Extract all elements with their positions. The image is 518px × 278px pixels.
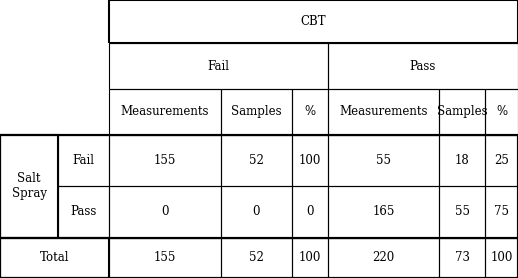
Text: Measurements: Measurements (339, 105, 428, 118)
Text: 52: 52 (249, 154, 264, 167)
Text: %: % (496, 105, 507, 118)
Text: 55: 55 (455, 205, 470, 219)
Text: Samples: Samples (231, 105, 282, 118)
Bar (0, 0, 109, 135)
Text: Measurements: Measurements (121, 105, 209, 118)
Text: 0: 0 (306, 205, 313, 219)
Text: Fail: Fail (207, 59, 229, 73)
Text: 73: 73 (455, 251, 470, 264)
Text: Pass: Pass (70, 205, 97, 219)
Text: 155: 155 (154, 154, 176, 167)
Text: 0: 0 (161, 205, 169, 219)
Text: 220: 220 (372, 251, 395, 264)
Text: 25: 25 (494, 154, 509, 167)
Text: 155: 155 (154, 251, 176, 264)
Text: 100: 100 (491, 251, 513, 264)
Text: Samples: Samples (437, 105, 487, 118)
Text: 0: 0 (253, 205, 260, 219)
Text: 75: 75 (494, 205, 509, 219)
Text: 55: 55 (376, 154, 391, 167)
Text: Salt
Spray: Salt Spray (12, 172, 47, 200)
Text: Fail: Fail (73, 154, 95, 167)
Text: 100: 100 (298, 251, 321, 264)
Text: 52: 52 (249, 251, 264, 264)
Text: %: % (304, 105, 315, 118)
Text: Total: Total (40, 251, 69, 264)
Text: 18: 18 (455, 154, 469, 167)
Text: 165: 165 (372, 205, 395, 219)
Text: 100: 100 (298, 154, 321, 167)
Text: Pass: Pass (410, 59, 436, 73)
Text: CBT: CBT (301, 15, 326, 28)
